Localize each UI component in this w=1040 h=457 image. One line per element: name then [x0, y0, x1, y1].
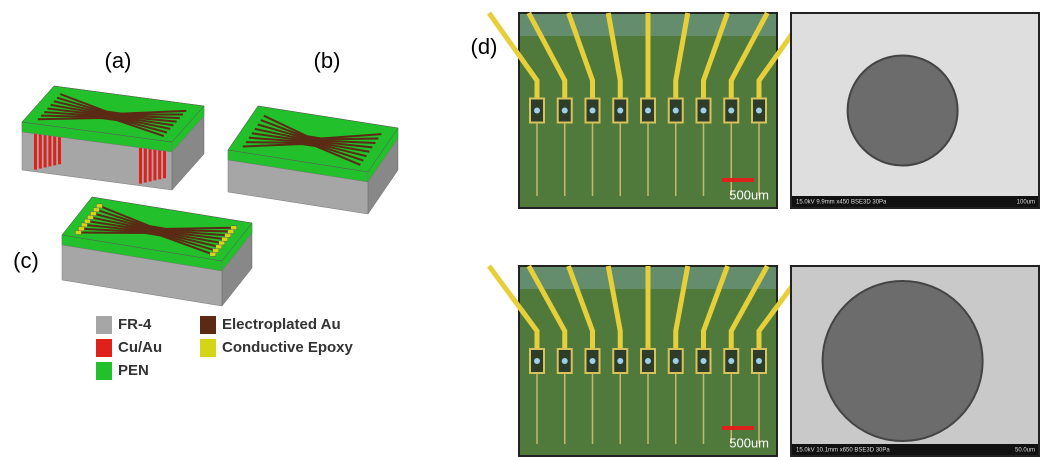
epoxy: [210, 252, 216, 256]
board: [228, 106, 398, 214]
epoxy: [213, 249, 219, 253]
epoxy: [222, 237, 228, 241]
via: [617, 358, 623, 364]
via: [534, 108, 540, 114]
figure: (a) (b) (c) (d) FR-4 Cu/Au PEN Electroplate…: [0, 0, 1040, 457]
legend-label: FR-4: [118, 316, 152, 333]
via: [701, 108, 707, 114]
via-hole: [823, 281, 983, 441]
epoxy: [216, 245, 222, 249]
epoxy: [84, 219, 90, 223]
via: [645, 108, 651, 114]
legend-swatch: [96, 339, 112, 357]
sem-scale: 100um: [1017, 200, 1035, 206]
via: [534, 358, 540, 364]
panel-label: (c): [13, 248, 39, 273]
epoxy: [87, 215, 93, 219]
via: [756, 358, 762, 364]
epoxy: [81, 223, 87, 227]
legend-swatch: [96, 362, 112, 380]
epoxy: [93, 208, 99, 212]
epoxy: [225, 233, 231, 237]
epoxy: [219, 241, 225, 245]
via: [562, 358, 568, 364]
scale-label: 500um: [729, 187, 769, 202]
epoxy: [231, 226, 237, 230]
panel-label: (a): [105, 48, 132, 73]
via: [701, 358, 707, 364]
sem-caption: 15.0kV 10.1mm x650 BSE3D 30Pa: [796, 448, 890, 454]
cu-pillar: [139, 144, 142, 184]
via: [673, 108, 679, 114]
epoxy: [75, 231, 81, 235]
epoxy: [96, 204, 102, 208]
legend-label: PEN: [118, 362, 149, 379]
panel-label: (b): [314, 48, 341, 73]
epoxy: [228, 230, 234, 234]
legend-label: Cu/Au: [118, 339, 162, 356]
board: [22, 86, 204, 190]
via-hole: [848, 56, 958, 166]
scale-label: 500um: [729, 435, 769, 450]
sem-caption: 15.0kV 9.9mm x450 BSE3D 30Pa: [796, 200, 887, 206]
epoxy: [90, 212, 96, 216]
via: [728, 358, 734, 364]
via: [645, 358, 651, 364]
scale-bar: [722, 426, 754, 430]
cu-pillar: [34, 130, 37, 170]
via: [617, 108, 623, 114]
via: [756, 108, 762, 114]
legend-swatch: [96, 316, 112, 334]
legend-swatch: [200, 339, 216, 357]
via: [673, 358, 679, 364]
sem-scale: 50.0um: [1015, 448, 1035, 454]
panel-label: (d): [471, 34, 498, 59]
legend-label: Electroplated Au: [222, 316, 341, 333]
via: [590, 108, 596, 114]
via: [590, 358, 596, 364]
via: [562, 108, 568, 114]
legend-label: Conductive Epoxy: [222, 339, 354, 356]
board: [62, 197, 252, 306]
via: [728, 108, 734, 114]
epoxy: [78, 227, 84, 231]
legend-swatch: [200, 316, 216, 334]
scale-bar: [722, 178, 754, 182]
